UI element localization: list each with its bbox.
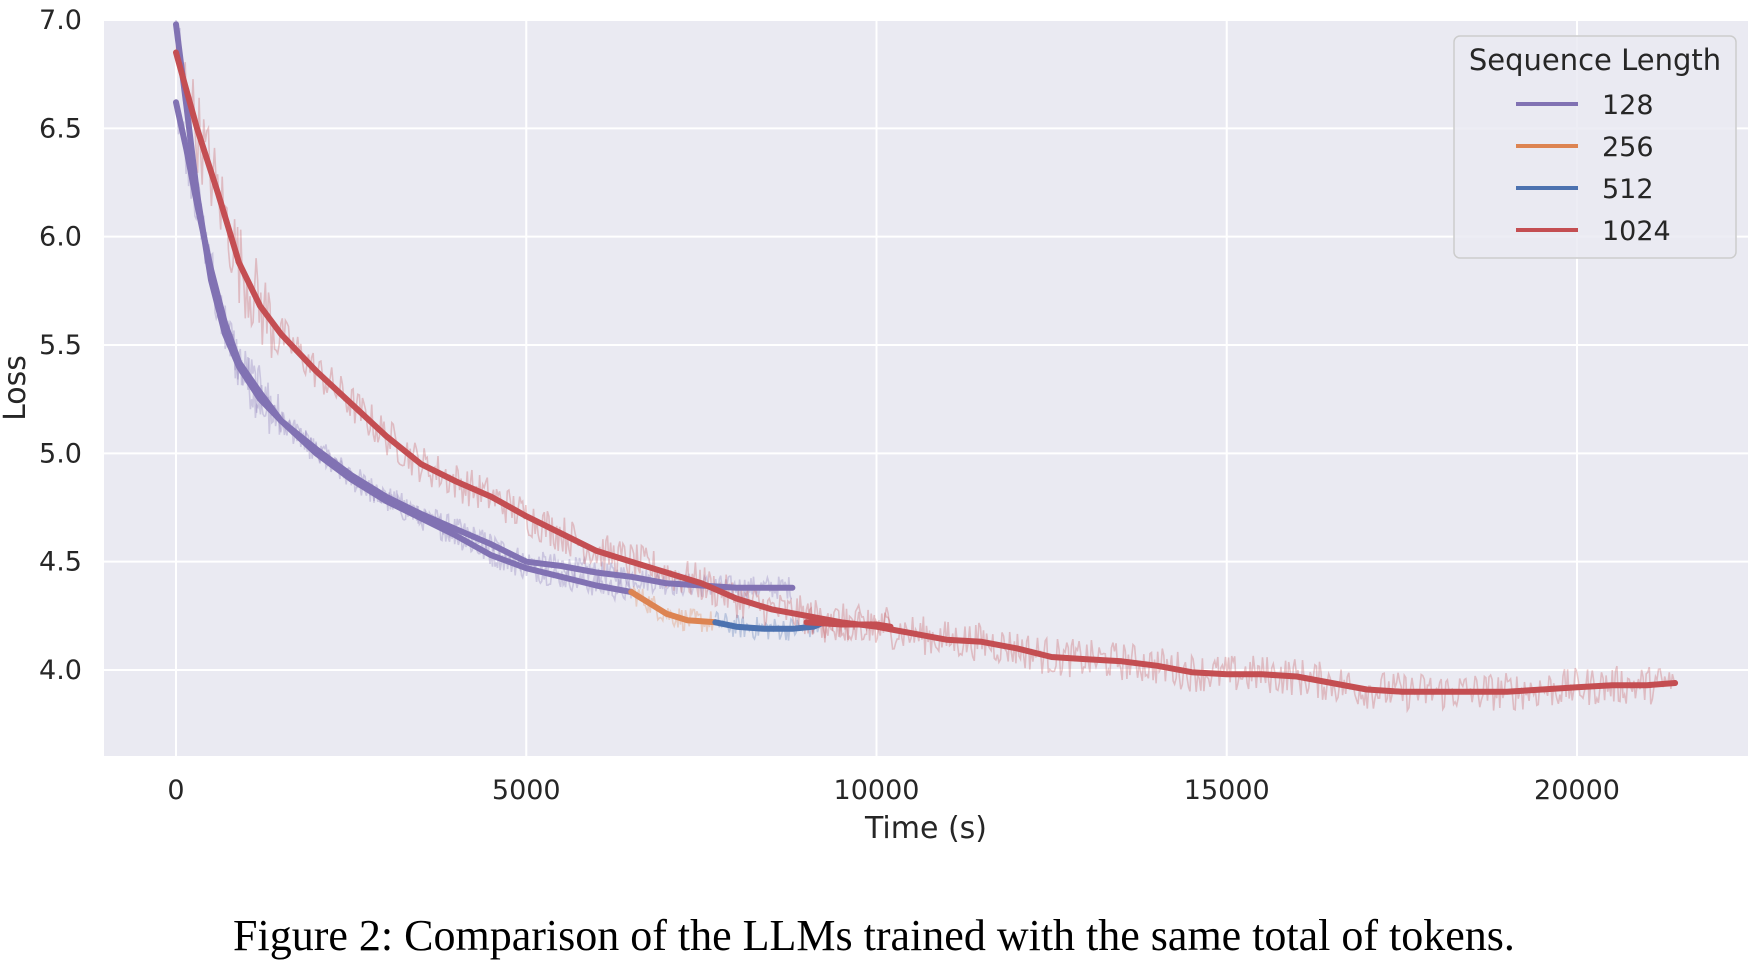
legend-entries: 128 256 512 1024	[1516, 90, 1671, 247]
x-tick-label: 5000	[492, 775, 561, 806]
y-tick-label: 6.0	[39, 222, 82, 253]
loss-chart: 0 5000 10000 15000 20000 4.0 4.5 5.0 5.5 6.0 6.5 7…	[0, 5, 1748, 846]
legend-label-256: 256	[1602, 132, 1654, 163]
y-axis-label: Loss	[0, 355, 33, 421]
smoothed-lines	[173, 21, 1679, 695]
y-tick-label: 5.0	[39, 438, 82, 469]
y-tick-label: 4.5	[39, 547, 82, 578]
raw-line-256	[630, 585, 716, 632]
y-tick-label: 4.0	[39, 655, 82, 686]
series-line-128	[173, 99, 635, 595]
y-tick-label: 5.5	[39, 330, 82, 361]
y-tick-label: 7.0	[39, 5, 82, 36]
series-line-1024	[173, 49, 1679, 695]
figure-caption: Figure 2: Comparison of the LLMs trained…	[233, 911, 1515, 960]
series-line-1024	[803, 619, 894, 630]
x-tick-label: 15000	[1184, 775, 1270, 806]
y-tick-label: 6.5	[39, 113, 82, 144]
x-tick-label: 0	[167, 775, 184, 806]
legend-title: Sequence Length	[1469, 43, 1721, 77]
legend: Sequence Length 128 256 512 1024	[1453, 35, 1737, 259]
legend-label-1024: 1024	[1602, 216, 1671, 247]
series-line-512	[712, 619, 827, 632]
y-tick-labels: 4.0 4.5 5.0 5.5 6.0 6.5 7.0	[39, 5, 82, 686]
legend-label-128: 128	[1602, 90, 1654, 121]
x-tick-label: 20000	[1534, 775, 1620, 806]
x-tick-label: 10000	[834, 775, 920, 806]
legend-box	[1453, 35, 1737, 259]
x-tick-labels: 0 5000 10000 15000 20000	[167, 775, 1620, 806]
x-axis-label: Time (s)	[864, 811, 987, 846]
raw-line-1024	[175, 30, 1675, 714]
series-line-256	[628, 589, 719, 626]
legend-label-512: 512	[1602, 174, 1654, 205]
